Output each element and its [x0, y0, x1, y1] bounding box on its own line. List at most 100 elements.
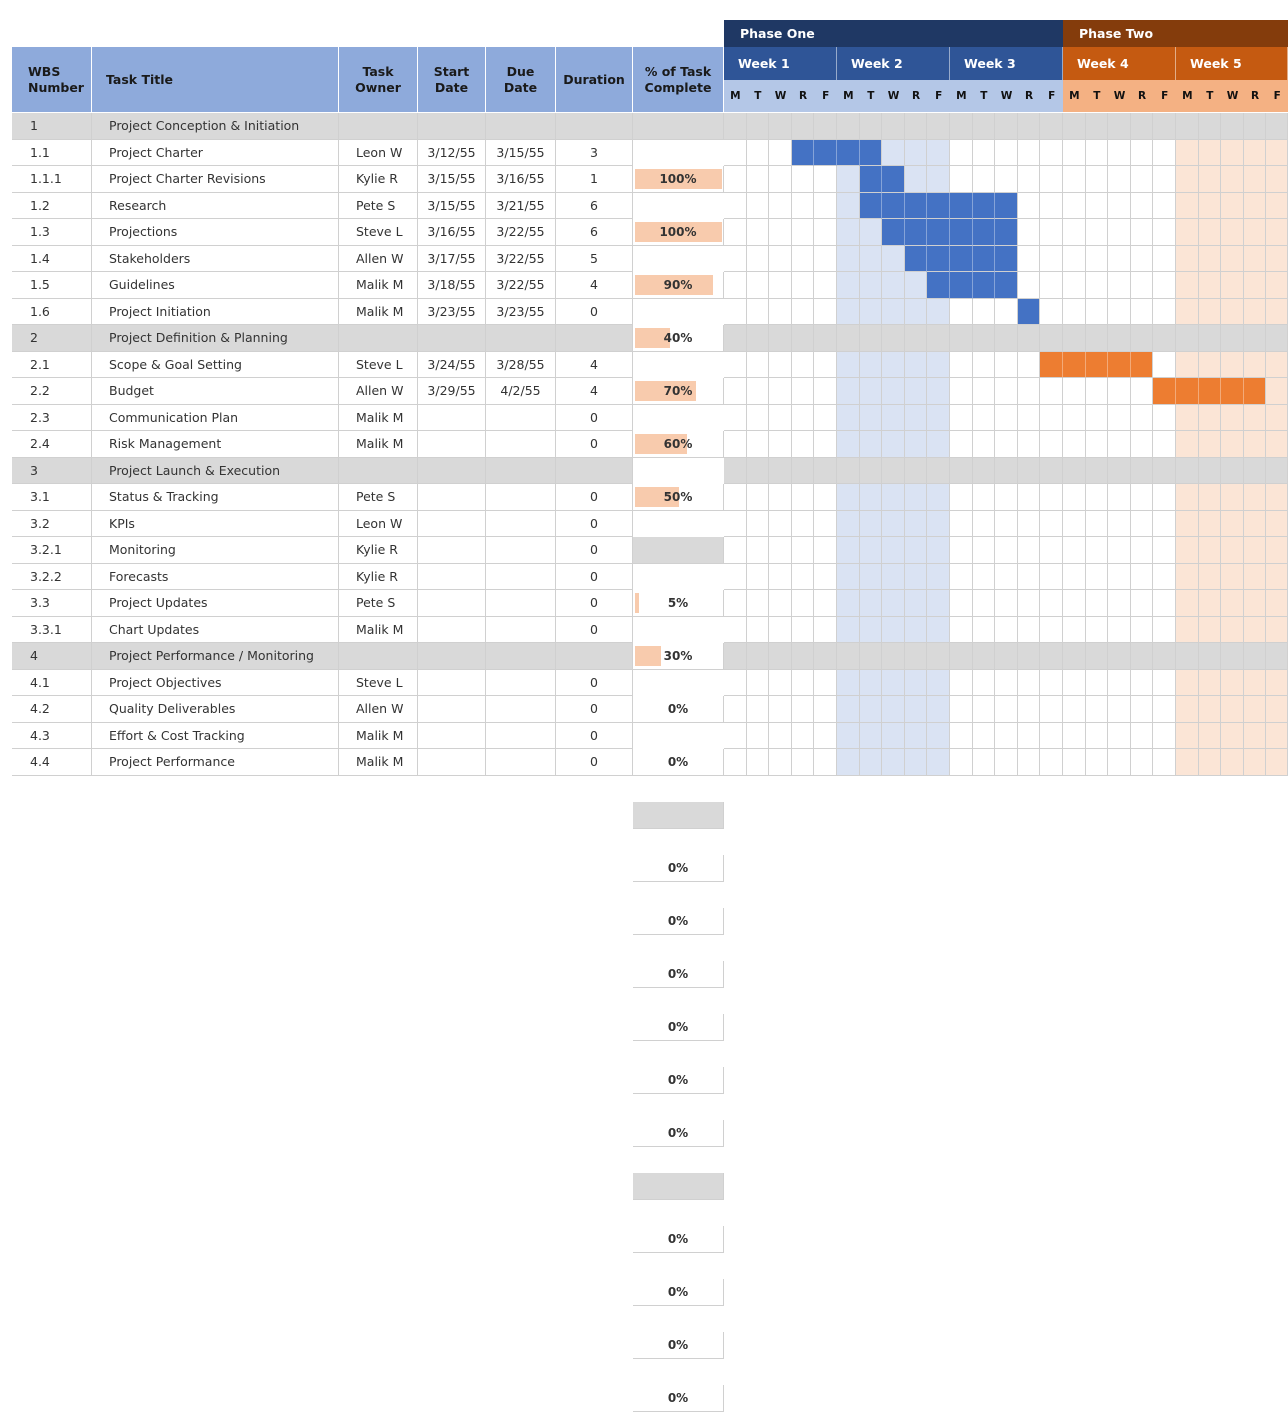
percent-complete-cell[interactable]: 5%: [633, 590, 724, 617]
gantt-cell[interactable]: [1130, 404, 1154, 431]
gantt-cell[interactable]: [746, 669, 770, 696]
cell-wbs[interactable]: 4.2: [12, 696, 92, 723]
gantt-cell[interactable]: [882, 325, 905, 352]
cell-owner[interactable]: Malik M: [339, 404, 418, 431]
gantt-cell[interactable]: [1085, 537, 1109, 564]
gantt-cell[interactable]: [1176, 192, 1199, 219]
header-start[interactable]: Start Date: [418, 47, 486, 112]
gantt-cell[interactable]: [1040, 431, 1063, 458]
cell-wbs[interactable]: 4.3: [12, 722, 92, 749]
gantt-cell[interactable]: [769, 166, 792, 193]
gantt-cell[interactable]: [1153, 510, 1176, 537]
cell-start[interactable]: 3/18/55: [418, 272, 486, 299]
gantt-cell[interactable]: [1017, 378, 1041, 405]
gantt-cell[interactable]: [1040, 219, 1063, 246]
gantt-cell[interactable]: [769, 537, 792, 564]
gantt-cell[interactable]: [814, 590, 837, 617]
gantt-cell[interactable]: [791, 378, 815, 405]
gantt-cell[interactable]: [769, 113, 792, 140]
percent-complete-cell[interactable]: 0%: [633, 1385, 724, 1412]
cell-duration[interactable]: 5: [556, 245, 633, 272]
gantt-cell[interactable]: [859, 378, 883, 405]
cell-owner[interactable]: [339, 457, 418, 484]
gantt-cell[interactable]: [791, 219, 815, 246]
percent-complete-cell[interactable]: 100%: [633, 219, 724, 246]
gantt-cell[interactable]: [1243, 325, 1267, 352]
gantt-cell[interactable]: [882, 749, 905, 776]
gantt-cell[interactable]: [1243, 166, 1267, 193]
gantt-cell[interactable]: [746, 166, 770, 193]
gantt-cell[interactable]: [1176, 404, 1199, 431]
gantt-cell[interactable]: [1243, 113, 1267, 140]
gantt-cell[interactable]: [950, 404, 973, 431]
gantt-cell[interactable]: [837, 431, 860, 458]
cell-owner[interactable]: Steve L: [339, 351, 418, 378]
cell-title[interactable]: Communication Plan: [92, 404, 339, 431]
cell-due[interactable]: 3/21/55: [486, 192, 556, 219]
gantt-cell[interactable]: [950, 537, 973, 564]
gantt-cell[interactable]: [1063, 378, 1086, 405]
cell-duration[interactable]: 4: [556, 272, 633, 299]
gantt-cell[interactable]: [1063, 166, 1086, 193]
gantt-cell[interactable]: [1017, 192, 1041, 219]
gantt-cell[interactable]: [724, 272, 747, 299]
gantt-cell[interactable]: [746, 537, 770, 564]
percent-complete-cell[interactable]: 0%: [633, 1279, 724, 1306]
gantt-bar-cell[interactable]: [1176, 378, 1199, 405]
gantt-cell[interactable]: [995, 298, 1018, 325]
cell-duration[interactable]: 4: [556, 351, 633, 378]
gantt-cell[interactable]: [746, 563, 770, 590]
gantt-cell[interactable]: [1108, 192, 1131, 219]
gantt-cell[interactable]: [882, 722, 905, 749]
gantt-cell[interactable]: [837, 351, 860, 378]
percent-complete-cell[interactable]: 30%: [633, 643, 724, 670]
cell-start[interactable]: [418, 431, 486, 458]
gantt-cell[interactable]: [927, 537, 950, 564]
gantt-cell[interactable]: [950, 696, 973, 723]
gantt-cell[interactable]: [950, 563, 973, 590]
cell-duration[interactable]: 0: [556, 722, 633, 749]
gantt-cell[interactable]: [1085, 192, 1109, 219]
gantt-cell[interactable]: [904, 404, 928, 431]
gantt-cell[interactable]: [1243, 298, 1267, 325]
gantt-cell[interactable]: [882, 139, 905, 166]
gantt-cell[interactable]: [791, 166, 815, 193]
percent-complete-cell[interactable]: [633, 1173, 724, 1200]
gantt-bar-cell[interactable]: [927, 192, 950, 219]
gantt-cell[interactable]: [746, 722, 770, 749]
gantt-cell[interactable]: [1040, 272, 1063, 299]
gantt-cell[interactable]: [1063, 749, 1086, 776]
gantt-cell[interactable]: [882, 590, 905, 617]
gantt-cell[interactable]: [1017, 749, 1041, 776]
gantt-cell[interactable]: [1176, 219, 1199, 246]
cell-duration[interactable]: [556, 457, 633, 484]
gantt-cell[interactable]: [814, 298, 837, 325]
cell-wbs[interactable]: 1: [12, 113, 92, 140]
gantt-cell[interactable]: [814, 272, 837, 299]
gantt-cell[interactable]: [1040, 457, 1063, 484]
gantt-cell[interactable]: [1063, 139, 1086, 166]
gantt-cell[interactable]: [769, 510, 792, 537]
gantt-cell[interactable]: [904, 616, 928, 643]
gantt-cell[interactable]: [769, 590, 792, 617]
gantt-cell[interactable]: [746, 643, 770, 670]
gantt-cell[interactable]: [859, 404, 883, 431]
gantt-cell[interactable]: [1221, 590, 1244, 617]
gantt-cell[interactable]: [1085, 457, 1109, 484]
gantt-bar-cell[interactable]: [859, 139, 883, 166]
gantt-bar-cell[interactable]: [904, 219, 928, 246]
gantt-cell[interactable]: [769, 749, 792, 776]
gantt-cell[interactable]: [746, 298, 770, 325]
cell-owner[interactable]: Kylie R: [339, 166, 418, 193]
gantt-cell[interactable]: [1266, 510, 1288, 537]
gantt-cell[interactable]: [1266, 643, 1288, 670]
cell-duration[interactable]: 4: [556, 378, 633, 405]
gantt-cell[interactable]: [972, 590, 996, 617]
gantt-cell[interactable]: [1266, 537, 1288, 564]
gantt-cell[interactable]: [724, 563, 747, 590]
gantt-cell[interactable]: [1108, 457, 1131, 484]
gantt-cell[interactable]: [791, 298, 815, 325]
gantt-cell[interactable]: [1266, 166, 1288, 193]
gantt-bar-cell[interactable]: [950, 272, 973, 299]
gantt-cell[interactable]: [1063, 219, 1086, 246]
